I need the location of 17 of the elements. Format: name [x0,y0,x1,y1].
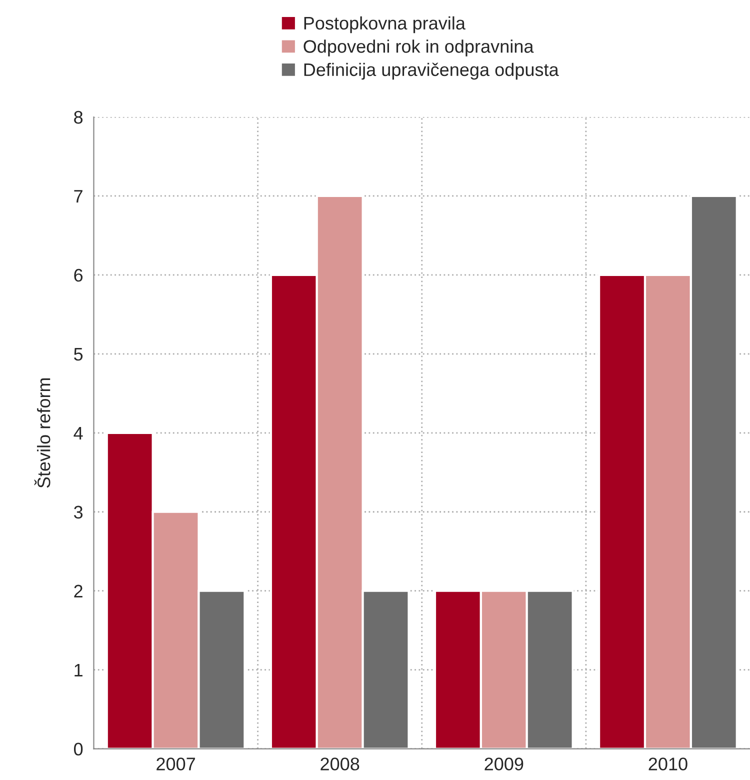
y-axis-title: Število reform [34,378,50,488]
x-tick-label: 2008 [320,758,360,770]
y-tick-label: 4 [74,427,83,440]
x-tick-label: 2009 [484,758,524,770]
legend-label: Definicija upravičenega odpusta [304,62,559,80]
y-tick-label: 8 [74,110,83,124]
y-tick-label: 3 [74,506,83,519]
y-tick-label: 2 [74,584,82,598]
legend-label: Odpovedni rok in odpravnina [304,40,534,56]
y-tick-label: 5 [74,348,83,361]
y-tick-label: 6 [74,268,83,282]
legend-label: Postopkovna pravila [304,16,466,34]
x-tick-label: 2007 [156,758,195,770]
y-tick-label: 1 [74,664,82,676]
x-tick-label: 2010 [648,758,688,770]
y-tick-label: 7 [74,190,82,203]
y-tick-label: 0 [74,742,83,756]
